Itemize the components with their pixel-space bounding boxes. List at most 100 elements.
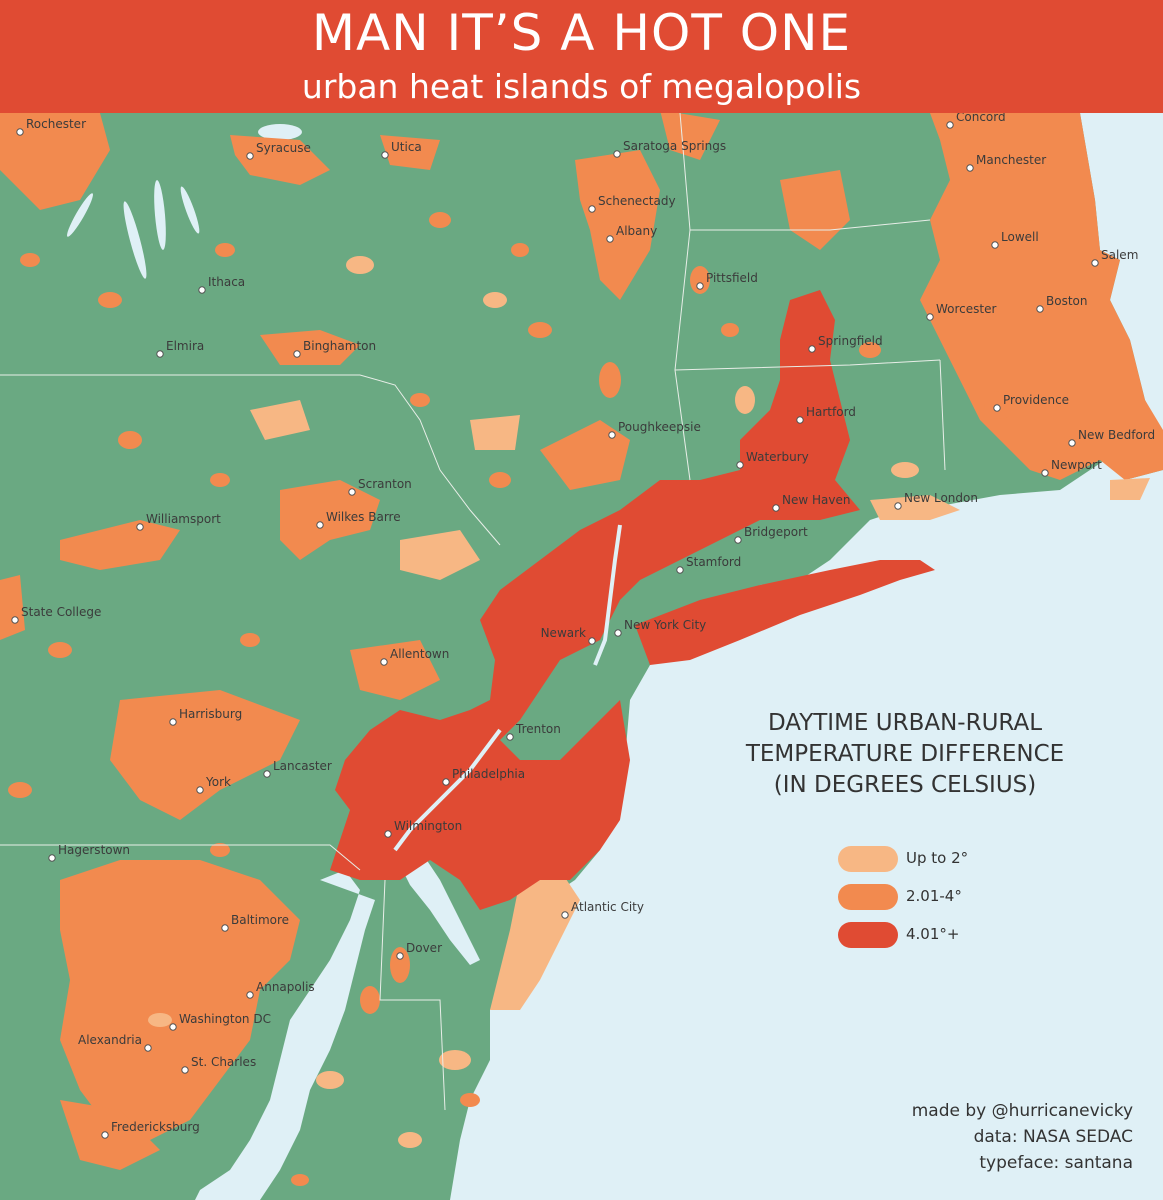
city-dot [946, 121, 954, 129]
heat-low-regions [148, 256, 1150, 1148]
city-label: Lowell [1001, 230, 1039, 244]
city-dot [381, 151, 389, 159]
city-label: Utica [391, 140, 422, 154]
city-marker: Trenton [506, 722, 561, 741]
city-marker: Hagerstown [48, 843, 130, 862]
city-label: York [205, 775, 231, 789]
city-dot [991, 241, 999, 249]
city-marker: Waterbury [736, 450, 809, 469]
credit-data-source: data: NASA SEDAC [973, 1127, 1133, 1147]
city-label: Philadelphia [452, 767, 525, 781]
city-dot [380, 658, 388, 666]
title-banner: MAN IT’S A HOT ONE urban heat islands of… [0, 0, 1163, 113]
city-label: New London [904, 491, 978, 505]
city-marker: Providence [993, 393, 1069, 412]
city-dot [198, 286, 206, 294]
city-markers: Rochester Syracuse Utica Saratoga Springs Co… [11, 113, 1155, 1139]
city-dot [348, 488, 356, 496]
city-dot [156, 350, 164, 358]
city-dot [926, 313, 934, 321]
city-label: Boston [1046, 294, 1087, 308]
city-marker: Williamsport [136, 512, 221, 531]
city-label: Albany [616, 224, 657, 238]
city-dot [316, 521, 324, 529]
city-label: Hagerstown [58, 843, 130, 857]
city-marker: Concord [946, 113, 1006, 129]
city-dot [221, 924, 229, 932]
city-marker: Lancaster [263, 759, 332, 778]
city-label: Elmira [166, 339, 204, 353]
city-label: Syracuse [256, 141, 311, 155]
city-label: Stamford [686, 555, 741, 569]
city-marker: Schenectady [588, 194, 676, 213]
state-borders [0, 113, 946, 1111]
city-dot [1036, 305, 1044, 313]
city-marker: Utica [381, 140, 422, 159]
city-marker: Newark [541, 626, 596, 645]
city-label: Ithaca [208, 275, 245, 289]
city-marker: Saratoga Springs [613, 139, 726, 158]
city-label: Alexandria [78, 1033, 142, 1047]
city-dot [1068, 439, 1076, 447]
city-dot [16, 128, 24, 136]
city-marker: Worcester [926, 302, 996, 321]
city-marker: Wilkes Barre [316, 510, 401, 529]
city-marker: New Bedford [1068, 428, 1155, 447]
city-label: New York City [624, 618, 706, 632]
city-marker: New London [894, 491, 978, 510]
legend-label-low: Up to 2° [906, 849, 969, 867]
city-marker: St. Charles [181, 1055, 256, 1074]
heat-scatter-patches [8, 212, 1080, 1186]
city-label: Saratoga Springs [623, 139, 726, 153]
city-label: Rochester [26, 117, 86, 131]
city-label: Scranton [358, 477, 412, 491]
city-dot [384, 830, 392, 838]
city-dot [144, 1044, 152, 1052]
city-dot [613, 150, 621, 158]
credit-author: made by @hurricanevicky [911, 1101, 1133, 1121]
city-dot [696, 282, 704, 290]
city-label: Fredericksburg [111, 1120, 200, 1134]
city-label: Pittsfield [706, 271, 758, 285]
city-label: Williamsport [146, 512, 221, 526]
city-label: Baltimore [231, 913, 289, 927]
city-marker: Syracuse [246, 141, 311, 160]
credits: made by @hurricanevicky data: NASA SEDAC… [912, 1098, 1133, 1176]
city-marker: Rochester [16, 117, 86, 136]
city-marker: Alexandria [78, 1033, 152, 1052]
city-marker: Baltimore [221, 913, 289, 932]
city-marker: Boston [1036, 294, 1087, 313]
city-marker: Harrisburg [169, 707, 242, 726]
city-label: Dover [406, 941, 442, 955]
city-marker: New Haven [772, 493, 850, 512]
city-dot [734, 536, 742, 544]
city-marker: Philadelphia [442, 767, 525, 786]
heat-mid-regions [0, 113, 1163, 1170]
city-dot [894, 502, 902, 510]
city-dot [169, 1023, 177, 1031]
legend-title: DAYTIME URBAN-RURAL TEMPERATURE DIFFEREN… [690, 708, 1120, 801]
city-label: Poughkeepsie [618, 420, 701, 434]
delaware-bay [395, 850, 480, 965]
chesapeake-bay [195, 870, 375, 1200]
long-island [635, 560, 935, 665]
city-marker: Dover [396, 941, 442, 960]
city-marker: Annapolis [246, 980, 315, 999]
city-marker: Lowell [991, 230, 1039, 249]
city-dot [561, 911, 569, 919]
city-label: Trenton [515, 722, 561, 736]
city-marker: Albany [606, 224, 657, 243]
city-dot [293, 350, 301, 358]
city-label: New Haven [782, 493, 850, 507]
city-label: Bridgeport [744, 525, 808, 539]
city-dot [263, 770, 271, 778]
city-marker: Scranton [348, 477, 412, 496]
city-label: Lancaster [273, 759, 332, 773]
city-dot [136, 523, 144, 531]
city-label: Hartford [806, 405, 856, 419]
city-dot [808, 345, 816, 353]
city-label: Allentown [390, 647, 449, 661]
city-marker: Stamford [676, 555, 741, 574]
city-dot [246, 991, 254, 999]
